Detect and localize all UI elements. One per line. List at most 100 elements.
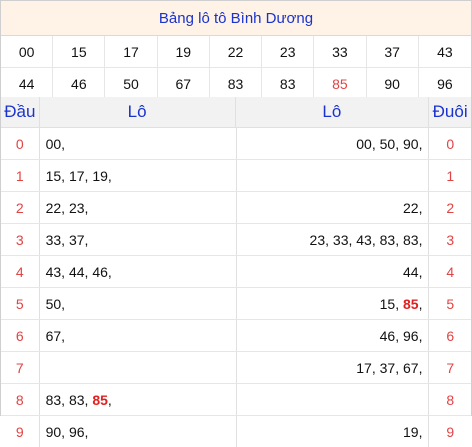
lo-left-cell: 43, 44, 46, (38, 256, 236, 287)
number-cell: 90 (366, 68, 419, 100)
lo-number: 96 (402, 327, 419, 344)
number-cell: 19 (157, 36, 210, 68)
lo-right-cell: 23, 33, 43, 83, 83, (235, 224, 429, 255)
lo-number: 90 (45, 423, 62, 440)
table-row: 2 22, 23, 22, 2 (1, 192, 471, 224)
lo-right-cell (235, 160, 429, 191)
lo-right-cell: 46, 96, (235, 320, 429, 351)
lo-left-cell: 22, 23, (38, 192, 236, 223)
dau-cell: 3 (15, 231, 24, 248)
lo-left-cell: 83, 83, 85, (38, 384, 236, 415)
dau-cell: 7 (15, 359, 24, 376)
lo-number: 83 (45, 391, 62, 408)
table-row: 8 83, 83, 85, 8 (1, 384, 471, 416)
number-cell: 33 (314, 36, 367, 68)
number-cell: 17 (105, 36, 158, 68)
lo-number: 44 (68, 263, 85, 280)
number-cell: 44 (1, 68, 54, 100)
lo-left-cell: 50, (38, 288, 236, 319)
lo-number: 37 (379, 359, 396, 376)
table-row: 3 33, 37, 23, 33, 43, 83, 83, 3 (1, 224, 471, 256)
duoi-cell: 4 (428, 256, 471, 287)
lo-number: 44 (402, 263, 419, 280)
duoi-cell: 2 (428, 192, 471, 223)
duoi-cell: 9 (428, 416, 471, 447)
lo-right-cell: 22, (235, 192, 429, 223)
lo-number: 23 (309, 231, 326, 248)
duoi-cell: 1 (428, 160, 471, 191)
table-row: 7 17, 37, 67, 7 (1, 352, 471, 384)
lo-number: 43 (356, 231, 372, 248)
lo-number: 83 (379, 231, 396, 248)
table-row: 5 50, 15, 85, 5 (1, 288, 471, 320)
lo-number: 17 (356, 359, 372, 376)
lo-number: 46 (92, 263, 108, 280)
header-lo-left: Lô (38, 97, 235, 127)
dau-cell: 9 (15, 423, 24, 440)
header-duoi: Đuôi (428, 97, 471, 127)
duoi-cell: 3 (428, 224, 471, 255)
lo-number: 00 (45, 135, 62, 152)
table-row: 9 90, 96, 19, 9 (1, 416, 471, 447)
lo-number: 46 (379, 327, 396, 344)
lo-number: 50 (379, 135, 396, 152)
number-cell: 43 (418, 36, 471, 68)
table-row: 1 15, 17, 19, 1 (1, 160, 471, 192)
lo-number: 19 (92, 167, 108, 184)
lo-number: 85 (92, 391, 108, 408)
number-cell: 96 (418, 68, 471, 100)
lo-number: 23 (68, 199, 85, 216)
lo-number: 67 (45, 327, 62, 344)
lo-left-cell: 67, (38, 320, 236, 351)
lo-number: 83 (68, 391, 85, 408)
title-bar: Bảng lô tô Bình Dương (1, 1, 471, 36)
dau-cell: 4 (15, 263, 24, 280)
lo-number: 90 (402, 135, 419, 152)
lo-number: 19 (402, 423, 419, 440)
lo-right-cell: 00, 50, 90, (235, 128, 429, 159)
lo-number: 22 (402, 199, 419, 216)
lo-left-cell: 90, 96, (38, 416, 236, 447)
lo-number: 85 (402, 295, 419, 312)
dau-cell: 1 (15, 167, 24, 184)
lo-right-cell: 44, (235, 256, 429, 287)
lo-number: 00 (356, 135, 372, 152)
number-cell: 85 (314, 68, 367, 100)
table-row: 4 43, 44, 46, 44, 4 (1, 256, 471, 288)
lo-number: 33 (45, 231, 62, 248)
lo-left-cell: 33, 37, (38, 224, 236, 255)
header-dau: Đầu (4, 102, 36, 121)
dau-cell: 5 (15, 295, 24, 312)
numbers-grid: 00 15 17 19 22 23 33 37 43 44 46 50 67 83 83 85 90 96 (1, 36, 471, 100)
number-cell: 50 (105, 68, 158, 100)
lo-right-cell (235, 384, 429, 415)
lo-number: 15 (45, 167, 62, 184)
number-cell: 67 (157, 68, 210, 100)
lo-left-cell: 00, (38, 128, 236, 159)
dau-cell: 2 (15, 199, 24, 216)
table-body: 0 00, 00, 50, 90, 0 1 15, 17, 19, 1 2 22, 23, 22,… (1, 128, 471, 447)
dau-cell: 8 (15, 391, 24, 408)
lo-number: 50 (45, 295, 62, 312)
lo-number: 83 (402, 231, 419, 248)
lo-number: 37 (68, 231, 85, 248)
lo-number: 33 (332, 231, 349, 248)
lo-right-cell: 19, (235, 416, 429, 447)
number-cell: 00 (1, 36, 54, 68)
number-cell: 83 (209, 68, 263, 100)
dau-cell: 6 (15, 327, 24, 344)
number-cell: 22 (209, 36, 263, 68)
number-cell: 15 (53, 36, 106, 68)
duoi-cell: 6 (428, 320, 471, 351)
dau-cell: 0 (15, 135, 24, 152)
lo-number: 15 (379, 295, 396, 312)
duoi-cell: 0 (428, 128, 471, 159)
lo-number: 17 (68, 167, 85, 184)
number-cell: 46 (53, 68, 106, 100)
lo-to-table: Đầu Lô Lô Đuôi 0 00, 00, 50, 90, 0 1 15, 17, … (1, 97, 471, 447)
lo-number: 43 (45, 263, 62, 280)
table-row: 6 67, 46, 96, 6 (1, 320, 471, 352)
table-row: 0 00, 00, 50, 90, 0 (1, 128, 471, 160)
duoi-cell: 5 (428, 288, 471, 319)
